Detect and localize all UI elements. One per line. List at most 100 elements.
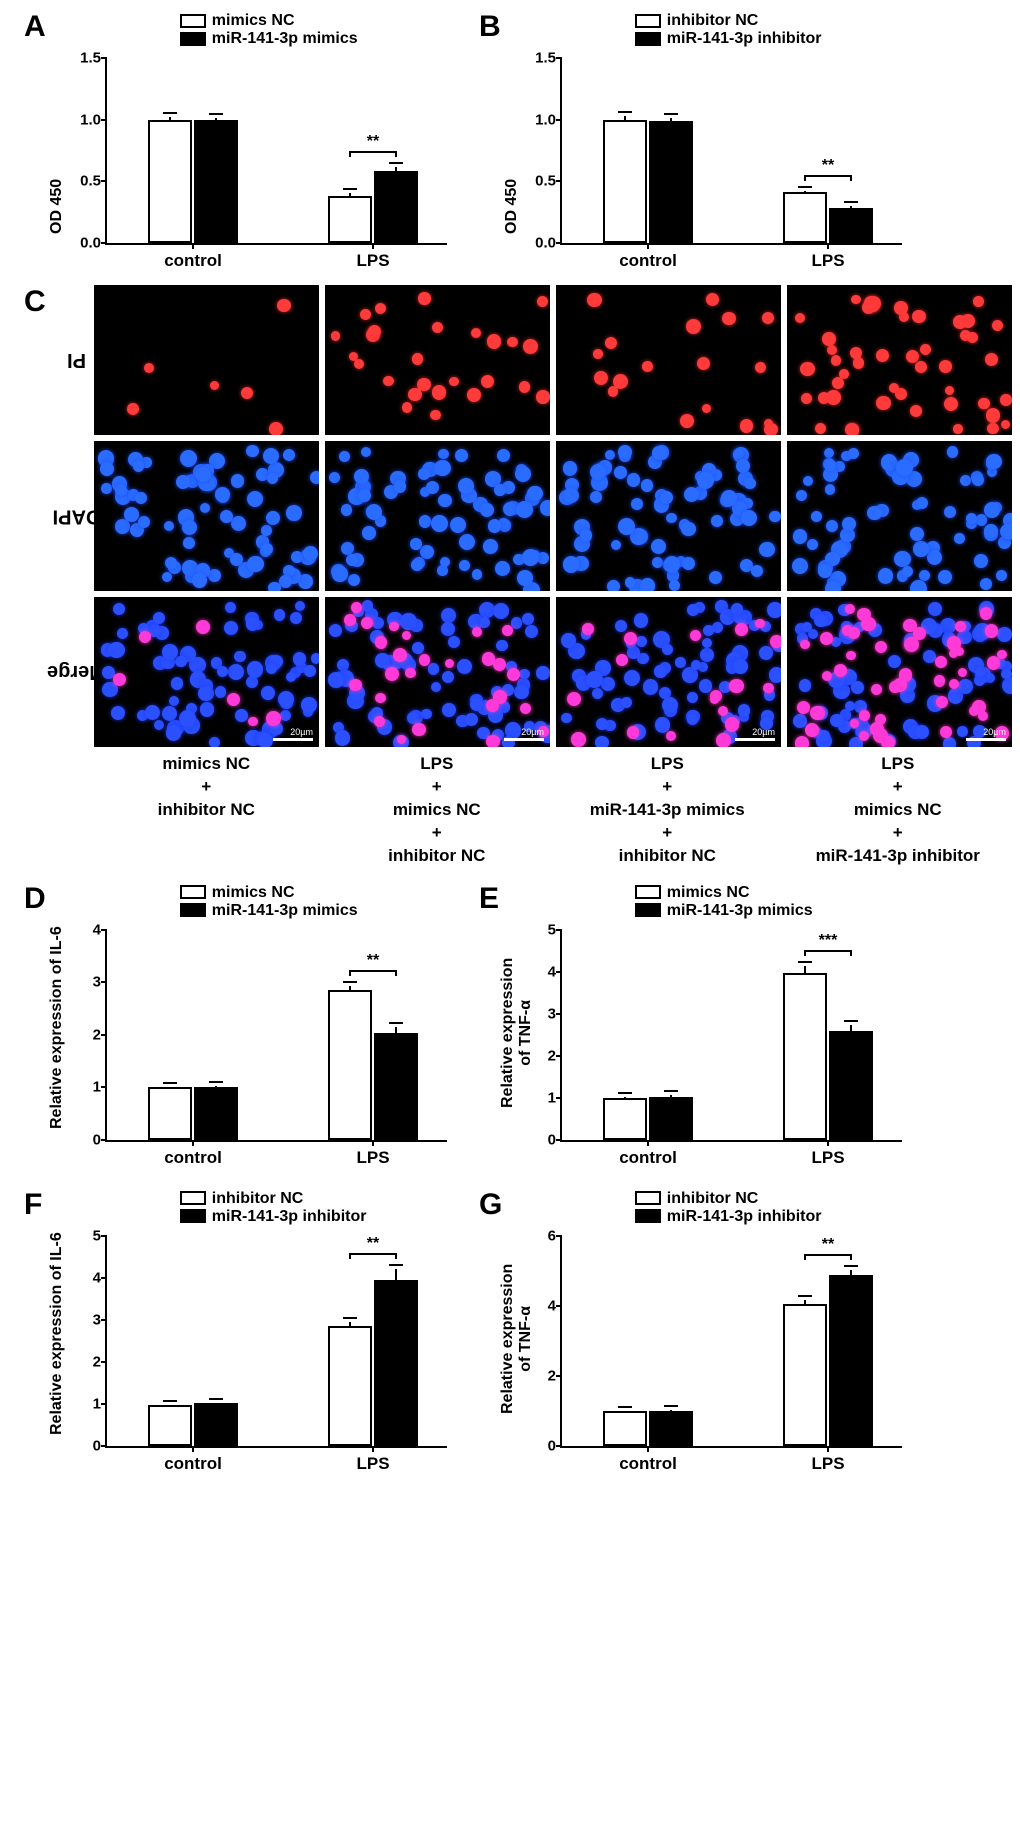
bar (603, 1098, 647, 1140)
ytick-label: 4 (548, 963, 556, 980)
bar (829, 1275, 873, 1446)
xcat-label: control (619, 1454, 677, 1474)
microscopy-image: 20µm (325, 597, 550, 747)
ytick-label: 3 (93, 1311, 101, 1328)
microscopy-image (556, 285, 781, 435)
legend-label: miR-141-3p mimics (212, 30, 358, 47)
row-label: PI (67, 349, 86, 372)
ytick-label: 1 (93, 1395, 101, 1412)
ytick-label: 3 (548, 1005, 556, 1022)
sig-label: ** (367, 952, 379, 970)
ytick-label: 0 (548, 1131, 556, 1148)
panel-label: C (24, 285, 46, 319)
bar (829, 1031, 873, 1139)
ytick-label: 2 (93, 1026, 101, 1043)
xcat-label: LPS (356, 251, 389, 271)
legend-label: miR-141-3p inhibitor (667, 1208, 822, 1225)
bar (194, 1403, 238, 1445)
sig-label: *** (819, 932, 838, 950)
legend: inhibitor NCmiR-141-3p inhibitor (635, 12, 822, 48)
bar (328, 990, 372, 1140)
xcat-label: control (164, 1454, 222, 1474)
xcat-label: control (164, 1148, 222, 1168)
legend-label: miR-141-3p inhibitor (667, 30, 822, 47)
legend-label: miR-141-3p inhibitor (212, 1208, 367, 1225)
microscopy-image (94, 285, 319, 435)
plot-area: controlLPS*** (560, 930, 902, 1142)
ytick-label: 1.0 (80, 111, 101, 128)
sig-label: ** (367, 133, 379, 151)
ytick-label: 0.0 (535, 235, 556, 252)
legend: inhibitor NCmiR-141-3p inhibitor (635, 1190, 822, 1226)
plot-area: controlLPS** (560, 58, 902, 245)
xcat-label: control (164, 251, 222, 271)
column-label: mimics NC+inhibitor NC (94, 753, 319, 868)
legend-label: inhibitor NC (212, 1190, 304, 1207)
legend-label: mimics NC (212, 884, 295, 901)
ytick-label: 5 (548, 921, 556, 938)
bar (649, 1411, 693, 1446)
ytick-label: 0 (93, 1437, 101, 1454)
bar (328, 1326, 372, 1446)
ytick-label: 0 (548, 1437, 556, 1454)
column-label: LPS+mimics NC+inhibitor NC (325, 753, 550, 868)
xcat-label: LPS (356, 1454, 389, 1474)
chart-B: OD 450controlLPS**0.00.51.01.5inhibitor … (485, 10, 910, 277)
microscopy-image (556, 441, 781, 591)
xcat-label: control (619, 251, 677, 271)
ytick-label: 2 (548, 1047, 556, 1064)
legend-label: mimics NC (212, 12, 295, 29)
ytick-label: 0.5 (535, 173, 556, 190)
ytick-label: 1.5 (80, 50, 101, 67)
legend: inhibitor NCmiR-141-3p inhibitor (180, 1190, 367, 1226)
legend-label: mimics NC (667, 884, 750, 901)
bar (374, 171, 418, 243)
ytick-label: 4 (93, 921, 101, 938)
microscopy-image (787, 285, 1012, 435)
ytick-label: 0 (93, 1131, 101, 1148)
chart-G: Relative expressionof TNF-αcontrolLPS**0… (485, 1188, 910, 1480)
plot-area: controlLPS** (105, 1236, 447, 1448)
chart-E: Relative expressionof TNF-αcontrolLPS***… (485, 882, 910, 1174)
ytick-label: 1 (548, 1089, 556, 1106)
legend: mimics NCmiR-141-3p mimics (635, 884, 813, 920)
ytick-label: 0.5 (80, 173, 101, 190)
microscopy-image: 20µm (787, 597, 1012, 747)
bar (374, 1033, 418, 1140)
scale-bar-label: 20µm (290, 727, 313, 737)
legend-label: miR-141-3p mimics (212, 902, 358, 919)
ytick-label: 6 (548, 1227, 556, 1244)
chart-A: OD 450controlLPS**0.00.51.01.5mimics NCm… (30, 10, 455, 277)
bar (328, 196, 372, 243)
bar (148, 1087, 192, 1140)
bar (783, 973, 827, 1139)
ytick-label: 2 (93, 1353, 101, 1370)
legend-label: miR-141-3p mimics (667, 902, 813, 919)
bar (783, 1304, 827, 1445)
microscopy-image (94, 441, 319, 591)
microscopy-image (787, 441, 1012, 591)
chart-D: Relative expression of IL-6controlLPS**0… (30, 882, 455, 1174)
microscopy-image: 20µm (94, 597, 319, 747)
column-label: LPS+mimics NC+miR-141-3p inhibitor (786, 753, 1011, 868)
bar (148, 1405, 192, 1446)
scale-bar-label: 20µm (983, 727, 1006, 737)
ytick-label: 1 (93, 1079, 101, 1096)
xcat-label: LPS (811, 251, 844, 271)
microscopy-image (325, 285, 550, 435)
microscopy-image: 20µm (556, 597, 781, 747)
bar (603, 120, 647, 243)
sig-label: ** (822, 1236, 834, 1254)
plot-area: controlLPS** (560, 1236, 902, 1448)
bar (603, 1411, 647, 1446)
xcat-label: control (619, 1148, 677, 1168)
ytick-label: 3 (93, 974, 101, 991)
xcat-label: LPS (811, 1148, 844, 1168)
ytick-label: 1.5 (535, 50, 556, 67)
bar (194, 120, 238, 243)
bar (649, 1097, 693, 1140)
sig-label: ** (822, 157, 834, 175)
ytick-label: 2 (548, 1367, 556, 1384)
bar (829, 208, 873, 243)
row-label: DAPI (52, 504, 100, 527)
